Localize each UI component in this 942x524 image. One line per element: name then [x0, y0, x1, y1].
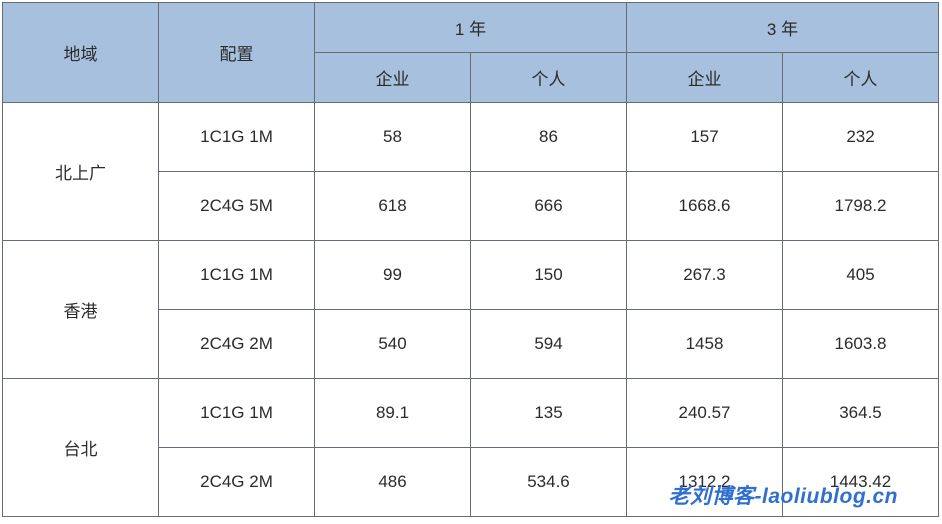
col-header-period-3y: 3 年 [627, 3, 939, 53]
cell-value: 1603.8 [783, 310, 939, 379]
cell-region: 台北 [3, 379, 159, 517]
cell-value: 232 [783, 103, 939, 172]
table-row: 香港 1C1G 1M 99 150 267.3 405 [3, 241, 939, 310]
cell-value: 486 [315, 448, 471, 517]
cell-value: 618 [315, 172, 471, 241]
cell-value: 1443.42 [783, 448, 939, 517]
table-header: 地域 配置 1 年 3 年 企业 个人 企业 个人 [3, 3, 939, 103]
cell-value: 58 [315, 103, 471, 172]
cell-value: 534.6 [471, 448, 627, 517]
cell-config: 2C4G 2M [159, 310, 315, 379]
cell-config: 1C1G 1M [159, 379, 315, 448]
cell-config: 2C4G 5M [159, 172, 315, 241]
col-header-region: 地域 [3, 3, 159, 103]
cell-value: 594 [471, 310, 627, 379]
cell-config: 2C4G 2M [159, 448, 315, 517]
cell-value: 1458 [627, 310, 783, 379]
table-row: 北上广 1C1G 1M 58 86 157 232 [3, 103, 939, 172]
col-header-1y-personal: 个人 [471, 53, 627, 103]
col-header-1y-enterprise: 企业 [315, 53, 471, 103]
cell-value: 405 [783, 241, 939, 310]
cell-value: 666 [471, 172, 627, 241]
col-header-config: 配置 [159, 3, 315, 103]
cell-region: 香港 [3, 241, 159, 379]
cell-value: 157 [627, 103, 783, 172]
cell-value: 267.3 [627, 241, 783, 310]
cell-value: 99 [315, 241, 471, 310]
cell-config: 1C1G 1M [159, 103, 315, 172]
pricing-table: 地域 配置 1 年 3 年 企业 个人 企业 个人 北上广 1C1G 1M 58… [2, 2, 939, 517]
col-header-3y-enterprise: 企业 [627, 53, 783, 103]
cell-value: 89.1 [315, 379, 471, 448]
cell-value: 1312.2 [627, 448, 783, 517]
cell-value: 364.5 [783, 379, 939, 448]
cell-value: 540 [315, 310, 471, 379]
cell-config: 1C1G 1M [159, 241, 315, 310]
table-body: 北上广 1C1G 1M 58 86 157 232 2C4G 5M 618 66… [3, 103, 939, 517]
table-row: 台北 1C1G 1M 89.1 135 240.57 364.5 [3, 379, 939, 448]
cell-region: 北上广 [3, 103, 159, 241]
col-header-period-1y: 1 年 [315, 3, 627, 53]
cell-value: 86 [471, 103, 627, 172]
cell-value: 1798.2 [783, 172, 939, 241]
cell-value: 240.57 [627, 379, 783, 448]
col-header-3y-personal: 个人 [783, 53, 939, 103]
cell-value: 150 [471, 241, 627, 310]
cell-value: 1668.6 [627, 172, 783, 241]
cell-value: 135 [471, 379, 627, 448]
